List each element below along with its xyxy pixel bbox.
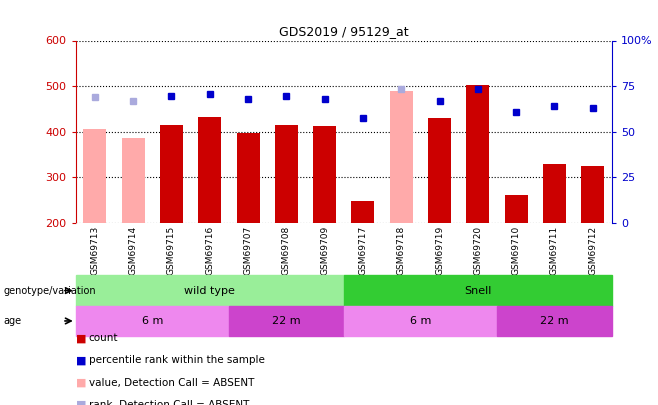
Bar bbox=[198, 117, 221, 223]
Text: ■: ■ bbox=[76, 378, 86, 388]
Text: genotype/variation: genotype/variation bbox=[3, 286, 96, 296]
Bar bbox=[122, 139, 145, 223]
Text: rank, Detection Call = ABSENT: rank, Detection Call = ABSENT bbox=[89, 400, 249, 405]
Text: wild type: wild type bbox=[184, 286, 235, 296]
Text: 6 m: 6 m bbox=[410, 316, 431, 326]
Bar bbox=[390, 91, 413, 223]
Text: GSM69707: GSM69707 bbox=[243, 225, 253, 275]
Bar bbox=[84, 129, 107, 223]
Text: GSM69720: GSM69720 bbox=[473, 225, 482, 275]
Text: percentile rank within the sample: percentile rank within the sample bbox=[89, 356, 265, 365]
Text: count: count bbox=[89, 333, 118, 343]
Title: GDS2019 / 95129_at: GDS2019 / 95129_at bbox=[279, 25, 409, 38]
Bar bbox=[313, 126, 336, 223]
Text: GSM69717: GSM69717 bbox=[359, 225, 367, 275]
Text: GSM69710: GSM69710 bbox=[512, 225, 520, 275]
Bar bbox=[76, 275, 344, 306]
Bar bbox=[543, 164, 566, 223]
Text: GSM69709: GSM69709 bbox=[320, 225, 329, 275]
Bar bbox=[275, 125, 298, 223]
Bar bbox=[351, 201, 374, 223]
Text: ■: ■ bbox=[76, 333, 86, 343]
Bar bbox=[467, 85, 490, 223]
Text: GSM69716: GSM69716 bbox=[205, 225, 215, 275]
Bar bbox=[581, 166, 604, 223]
Bar bbox=[76, 306, 229, 336]
Text: 22 m: 22 m bbox=[272, 316, 301, 326]
Bar bbox=[497, 306, 612, 336]
Text: Snell: Snell bbox=[464, 286, 492, 296]
Bar bbox=[428, 118, 451, 223]
Bar bbox=[344, 306, 497, 336]
Bar bbox=[505, 196, 528, 223]
Text: GSM69711: GSM69711 bbox=[550, 225, 559, 275]
Text: GSM69715: GSM69715 bbox=[167, 225, 176, 275]
Text: 6 m: 6 m bbox=[141, 316, 163, 326]
Text: GSM69718: GSM69718 bbox=[397, 225, 406, 275]
Text: ■: ■ bbox=[76, 356, 86, 365]
Text: age: age bbox=[3, 316, 22, 326]
Text: GSM69708: GSM69708 bbox=[282, 225, 291, 275]
Text: ■: ■ bbox=[76, 400, 86, 405]
Text: value, Detection Call = ABSENT: value, Detection Call = ABSENT bbox=[89, 378, 254, 388]
Text: 22 m: 22 m bbox=[540, 316, 569, 326]
Text: GSM69719: GSM69719 bbox=[435, 225, 444, 275]
Text: GSM69712: GSM69712 bbox=[588, 225, 597, 275]
Bar bbox=[344, 275, 612, 306]
Bar bbox=[229, 306, 344, 336]
Text: GSM69713: GSM69713 bbox=[90, 225, 99, 275]
Text: GSM69714: GSM69714 bbox=[128, 225, 138, 275]
Bar bbox=[237, 133, 259, 223]
Bar bbox=[160, 125, 183, 223]
